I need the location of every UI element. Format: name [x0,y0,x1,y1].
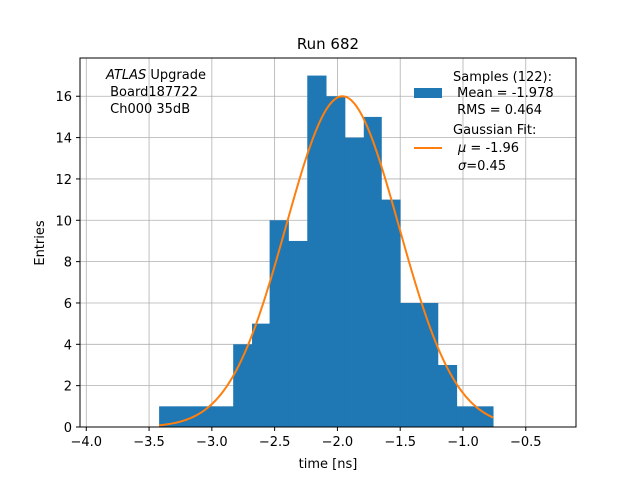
histogram-bar [269,220,289,427]
legend-samples-swatch [414,88,442,98]
fit-curve-layer [159,95,494,427]
gaussian-fit-line [159,95,494,427]
legend-fit-label: Gaussian Fit: [453,123,536,138]
x-axis-label: time [ns] [299,457,358,472]
atlas-label: ATLAS [105,68,146,83]
histogram-bar [307,75,327,428]
legend-rms-label: RMS = 0.464 [453,103,542,118]
histogram-bar [400,302,420,427]
histogram-bar [214,406,234,427]
annotation-line-1: ATLAS Upgrade [105,68,206,83]
histogram-bar [456,406,475,427]
histogram-bar [195,406,215,427]
y-tick-label: 8 [64,256,72,271]
legend-sigma-line: σ=0.45 [458,159,506,174]
y-tick-label: 6 [64,297,72,312]
legend: Samples (122): Mean = -1.978 RMS = 0.464… [414,70,554,174]
sigma-value: =0.45 [466,159,506,174]
histogram-bar [326,96,346,427]
mu-symbol: μ [457,141,466,156]
y-tick-label: 10 [55,214,72,229]
y-tick-label: 0 [64,421,72,436]
x-tick-label: −4.0 [70,435,102,450]
y-tick-label: 12 [55,173,72,188]
legend-samples-label: Samples (122): [453,70,552,85]
legend-mean-label: Mean = -1.978 [453,86,554,101]
x-tick-label: −1.5 [384,435,416,450]
x-tick-label: −2.0 [322,435,354,450]
annotation-box: ATLAS Upgrade Board187722 Ch000 35dB [105,68,206,117]
y-tick-label: 2 [64,380,72,395]
legend-mu-line: μ = -1.96 [457,141,519,156]
x-tick-label: −1.0 [447,435,479,450]
annotation-channel: Ch000 35dB [106,102,190,117]
histogram-bar [344,137,365,427]
annotation-board: Board187722 [106,85,198,100]
y-axis-label: Entries [33,220,48,266]
y-tick-label: 16 [55,90,72,105]
histogram-bar [252,323,271,427]
chart-title: Run 682 [297,35,359,53]
histogram-bar [437,364,458,427]
plot-frame [79,57,577,428]
x-tick-label: −3.5 [133,435,165,450]
x-tick-label: −0.5 [510,435,542,450]
histogram-bar [159,406,179,427]
y-tick-label: 4 [64,338,72,353]
histogram-bar [381,199,401,427]
x-tick-label: −3.0 [196,435,228,450]
y-tick-label: 14 [55,132,72,147]
x-tick-label: −2.5 [259,435,291,450]
histogram-bar [363,116,382,428]
mu-value: = -1.96 [466,141,519,156]
axis-ticks: −4.0 −3.5 −3.0 −2.5 −2.0 −1.5 −1.0 −0.5 0 2 4 6 8 10 1… [55,90,541,450]
sigma-symbol: σ [458,159,467,174]
upgrade-label: Upgrade [146,68,206,83]
histogram-bar [288,240,308,427]
histogram-bar [474,406,494,427]
